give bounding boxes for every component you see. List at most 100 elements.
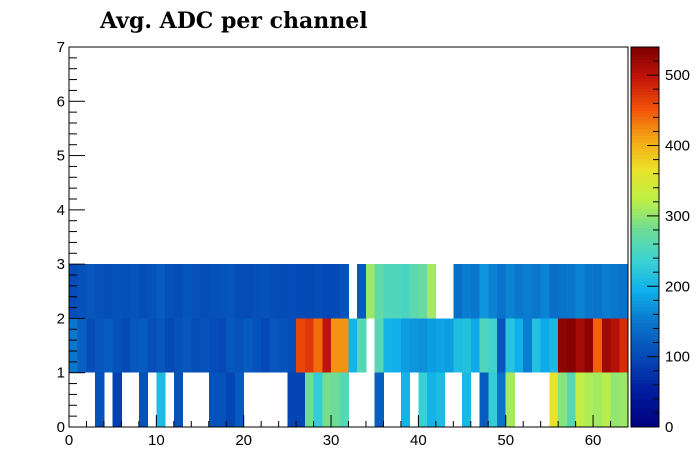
palette-band (631, 97, 659, 102)
palette-band (631, 322, 659, 327)
palette-band (631, 151, 659, 156)
palette-band (631, 104, 659, 108)
heatmap-cell (95, 318, 105, 373)
heatmap-cell (191, 264, 201, 319)
heatmap-cell (593, 372, 603, 427)
heatmap-cell (610, 264, 620, 319)
heatmap-cell (427, 318, 437, 373)
palette-band (631, 420, 659, 425)
palette-band (631, 85, 659, 89)
palette-band (631, 154, 659, 159)
color-palette (631, 47, 659, 428)
palette-band (631, 224, 659, 228)
x-tick-label: 50 (497, 432, 514, 449)
heatmap-cell (77, 318, 87, 373)
heatmap-cell (156, 264, 166, 319)
palette-band (631, 69, 659, 73)
palette-tick-label: 200 (665, 278, 690, 295)
x-tick-label: 0 (65, 432, 73, 449)
heatmap-cell (619, 318, 629, 373)
heatmap-cell (488, 264, 498, 319)
heatmap-cell (200, 264, 210, 319)
palette-band (631, 47, 659, 51)
palette-band (631, 252, 659, 257)
heatmap-cell (575, 264, 585, 319)
palette-band (631, 376, 659, 380)
heatmap-cell (505, 318, 515, 373)
palette-band (631, 157, 659, 162)
palette-band (631, 176, 659, 181)
palette-band (631, 284, 659, 289)
heatmap-cell (95, 264, 105, 319)
palette-band (631, 180, 659, 184)
palette-band (631, 271, 659, 276)
heatmap-cell (252, 264, 262, 319)
palette-band (631, 148, 659, 152)
heatmap-cell (339, 318, 349, 373)
heatmap-cell (234, 264, 245, 319)
palette-band (631, 344, 659, 349)
x-tick-label: 30 (323, 432, 340, 449)
palette-tick-label: 300 (665, 208, 690, 225)
heatmap-cell (339, 372, 349, 427)
palette-band (631, 186, 659, 190)
x-tick-label: 20 (235, 432, 252, 449)
palette-band (631, 366, 659, 371)
palette-band (631, 389, 659, 393)
heatmap-cell (374, 318, 384, 373)
heatmap-cell (365, 264, 376, 319)
heatmap-cell (313, 318, 323, 373)
palette-band (631, 297, 659, 301)
palette-band (631, 290, 659, 295)
heatmap-cell (138, 372, 149, 427)
y-tick-label: 0 (57, 419, 65, 436)
palette-band (631, 408, 659, 412)
palette-band (631, 110, 659, 114)
heatmap-cell (488, 318, 498, 373)
heatmap-cell (331, 318, 341, 373)
heatmap-cell (470, 318, 480, 373)
palette-band (631, 113, 659, 118)
heatmap-cell (147, 318, 157, 373)
palette-band (631, 370, 659, 374)
heatmap-cell (339, 264, 349, 319)
palette-band (631, 126, 659, 130)
palette-band (631, 256, 659, 260)
heatmap-cell (121, 264, 131, 319)
color-palette-frame (630, 46, 660, 428)
palette-band (631, 414, 659, 418)
palette-band (631, 192, 659, 197)
heatmap-cell (584, 372, 594, 427)
palette-band (631, 354, 659, 358)
heatmap-cell (505, 372, 515, 427)
heatmap-cell (575, 372, 585, 427)
heatmap-cell (243, 264, 253, 319)
heatmap-cell (95, 372, 105, 427)
palette-band (631, 275, 659, 279)
heatmap-cell (566, 372, 576, 427)
palette-tick-label: 0 (665, 419, 673, 436)
heatmap-cell (531, 318, 542, 373)
heatmap-cell (165, 264, 175, 319)
heatmap-cell (558, 264, 568, 319)
heatmap-cell (313, 372, 323, 427)
heatmap-cell (112, 264, 122, 319)
palette-band (631, 161, 659, 165)
heatmap-cell (313, 264, 323, 319)
palette-band (631, 373, 659, 377)
palette-band (631, 265, 659, 270)
heatmap-cell (470, 264, 480, 319)
heatmap-cell (496, 372, 507, 427)
heatmap-cell (86, 264, 96, 319)
heatmap-cell (601, 372, 611, 427)
palette-band (631, 351, 659, 355)
heatmap-cell (69, 264, 79, 319)
heatmap-cell (392, 264, 402, 319)
palette-band (631, 135, 659, 140)
heatmap-cell (479, 372, 489, 427)
palette-band (631, 385, 659, 390)
palette-band (631, 138, 659, 143)
heatmap-cell (269, 318, 280, 373)
heatmap-cell (540, 264, 550, 319)
